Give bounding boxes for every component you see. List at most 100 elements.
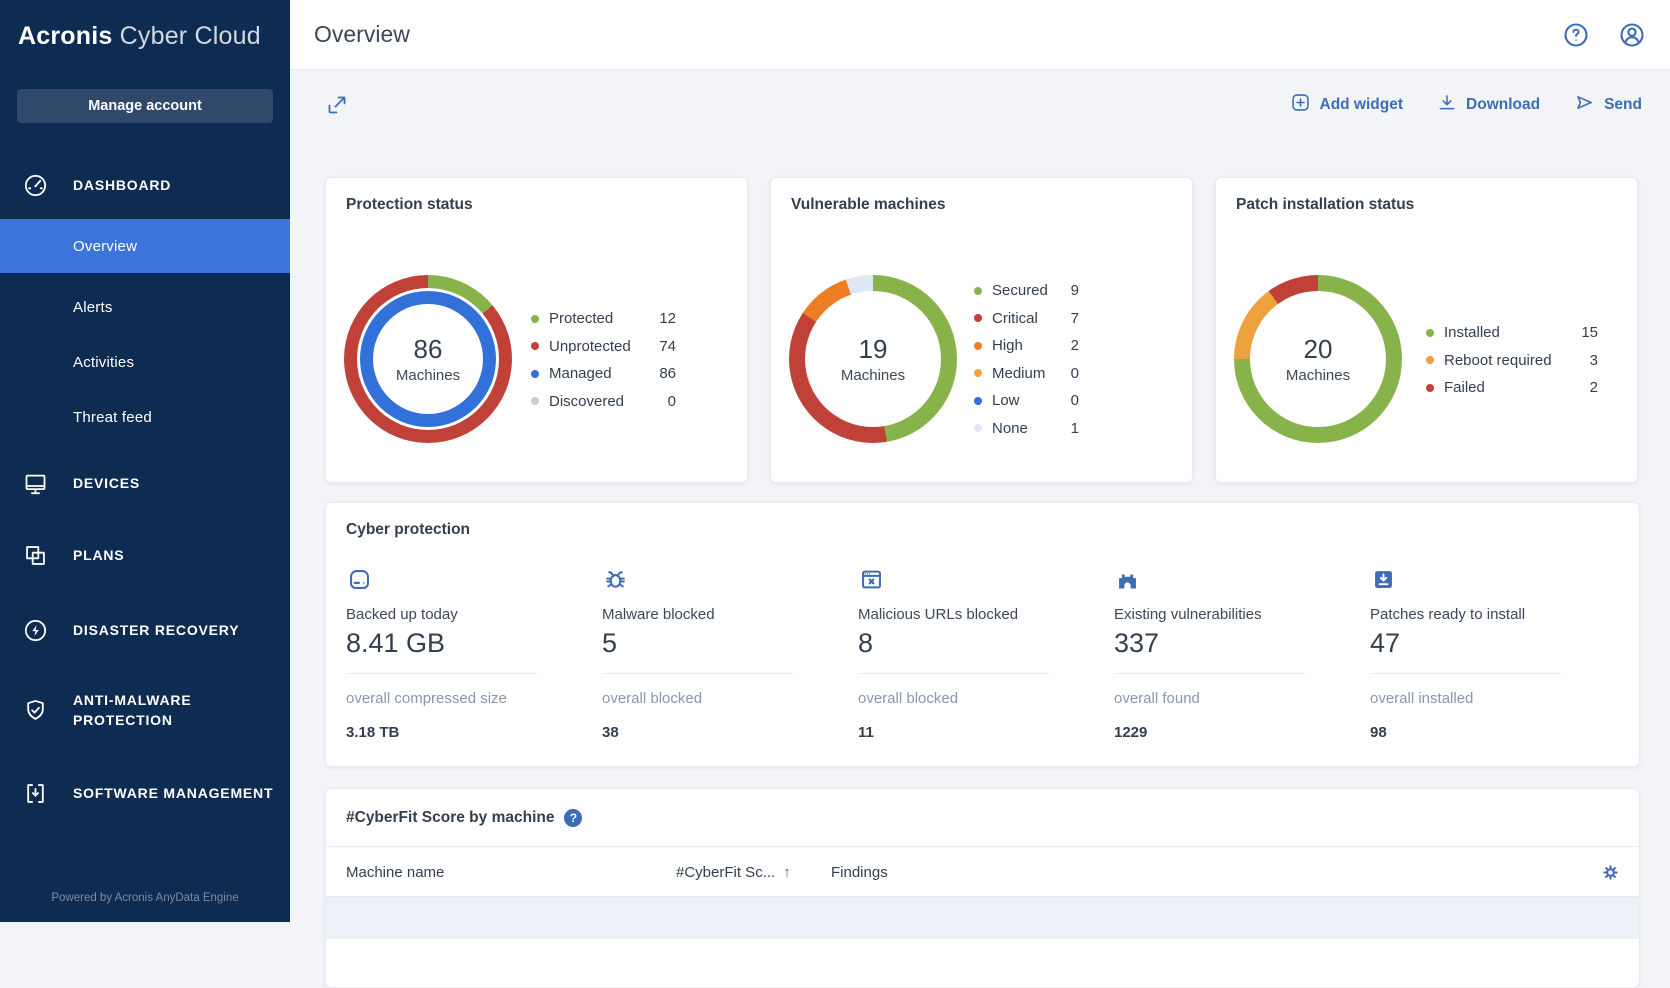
sidebar-item-alerts[interactable]: Alerts [0,290,290,324]
divider [346,673,538,674]
gear-icon[interactable] [1601,863,1620,885]
add-widget-button[interactable]: Add widget [1290,92,1404,118]
stat-value: 337 [1114,628,1160,658]
legend-item: Secured 9 [974,277,1079,305]
stat-label: Malware blocked [602,606,715,623]
donut-center-value: 86 [413,334,443,364]
help-icon[interactable] [1562,21,1590,49]
legend-item: Low 0 [974,387,1079,415]
fortress-icon [1114,566,1350,593]
legend-item: Installed 15 [1426,319,1598,347]
legend-value: 1 [1070,419,1079,437]
bolt-circle-icon [21,616,49,644]
sidebar-item-label: SOFTWARE MANAGEMENT [73,784,274,801]
stat-label: Backed up today [346,606,458,623]
divider [602,673,794,674]
legend-label: Unprotected [549,337,631,355]
sidebar-item-label: Activities [73,353,135,371]
vulnerable-machines-card: Vulnerable machines 19 Machines [770,177,1193,483]
legend-value: 86 [659,365,676,383]
protection-status-card: Protection status 86 Machines [325,177,748,483]
stat-malicious-urls: Malicious URLs blocked 8 overall blocked… [858,539,1094,741]
divider [1114,673,1306,674]
donut-center-label: Machines [840,367,906,384]
legend-item: Medium 0 [974,360,1079,388]
manage-account-button[interactable]: Manage account [17,89,273,123]
download-button[interactable]: Download [1437,92,1540,118]
help-badge-icon[interactable]: ? [564,808,583,827]
sidebar-item-label: Alerts [73,298,113,316]
legend-dot [974,286,982,295]
send-button[interactable]: Send [1574,92,1642,118]
legend-dot [974,341,982,350]
legend-dot [974,314,982,323]
sidebar-item-anti-malware[interactable]: ANTI-MALWARE PROTECTION [0,681,290,739]
vulnerable-donut-chart: 19 Machines [789,275,957,443]
column-findings[interactable]: Findings [831,847,888,897]
stat-sub-label: overall blocked [858,690,959,707]
legend-item: High 2 [974,332,1079,360]
column-label: Findings [831,863,888,881]
legend-label: High [992,337,1023,355]
cyber-protection-card: Cyber protection Backed up today 8.41 GB… [325,502,1640,767]
box-download-icon [21,779,49,807]
legend-dot [1426,356,1434,365]
sidebar-item-label: DISASTER RECOVERY [73,621,240,638]
account-icon[interactable] [1618,21,1646,49]
add-widget-icon [1290,92,1311,118]
stat-backed-up-today: Backed up today 8.41 GB overall compress… [346,539,582,741]
sidebar-item-label: DASHBOARD [73,176,172,193]
stat-patches-ready: Patches ready to install 47 overall inst… [1370,539,1606,741]
table-row[interactable] [326,896,1639,939]
sidebar-item-disaster-recovery[interactable]: DISASTER RECOVERY [0,606,290,654]
acronis-logo: Acronis Cyber Cloud [18,22,261,51]
legend-label: Protected [549,310,614,328]
dashboard-toolbar: Add widget Download Send [290,92,1670,118]
legend-label: Reboot required [1444,351,1552,369]
sidebar-item-label: Overview [73,237,138,255]
send-label: Send [1604,96,1642,113]
legend-label: Secured [992,282,1048,300]
legend-value: 74 [659,337,676,355]
top-header: Overview [290,0,1670,70]
sidebar-item-label: Threat feed [73,408,152,426]
download-icon [1437,93,1457,118]
column-cyberfit-score[interactable]: #CyberFit Sc... ↑ [676,847,791,897]
legend-value: 0 [1070,364,1079,382]
download-label: Download [1466,96,1541,113]
sidebar-item-label: ANTI-MALWARE PROTECTION [73,691,192,728]
legend-value: 0 [667,392,676,410]
sort-up-icon[interactable]: ↑ [783,863,791,881]
stat-malware-blocked: Malware blocked 5 overall blocked 38 [602,539,838,741]
legend-item: Discovered 0 [531,388,676,416]
legend-item: Critical 7 [974,305,1079,333]
column-machine-name[interactable]: Machine name [346,847,444,897]
legend-label: Discovered [549,392,625,410]
expand-icon[interactable] [323,92,351,120]
patch-installation-card: Patch installation status 20 Machines [1215,177,1638,483]
bug-icon [602,566,838,593]
patch-install-icon [1370,566,1606,593]
legend-dot [974,369,982,378]
sidebar-item-plans[interactable]: PLANS [0,531,290,579]
legend-item: Unprotected 74 [531,333,676,361]
sidebar-item-devices[interactable]: DEVICES [0,459,290,507]
powered-by-text: Powered by Acronis AnyData Engine [51,892,239,904]
send-icon [1574,92,1595,118]
legend-value: 3 [1589,351,1598,369]
stat-sub-label: overall found [1114,690,1200,707]
legend-dot [531,397,539,406]
stat-value: 47 [1370,628,1401,658]
legend-dot [1426,328,1434,337]
column-label: #CyberFit Sc... [676,863,776,881]
sidebar-item-activities[interactable]: Activities [0,345,290,379]
stat-label: Existing vulnerabilities [1114,606,1262,623]
stat-sub-label: overall installed [1370,690,1474,707]
sidebar-item-dashboard[interactable]: DASHBOARD [0,161,290,209]
sidebar-item-threat-feed[interactable]: Threat feed [0,400,290,434]
legend-value: 0 [1070,392,1079,410]
sidebar-item-overview[interactable]: Overview [0,219,290,273]
card-title: Patch installation status [1236,196,1415,213]
add-widget-label: Add widget [1319,96,1404,113]
sidebar-item-software-management[interactable]: SOFTWARE MANAGEMENT [0,764,290,822]
